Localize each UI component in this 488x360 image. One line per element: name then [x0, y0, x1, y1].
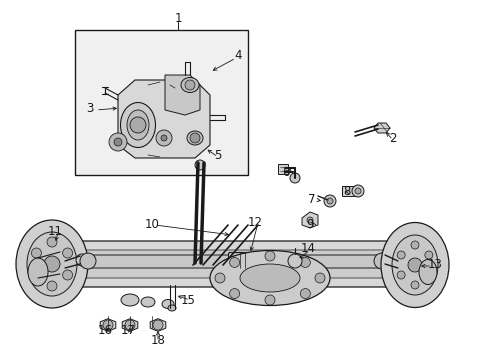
Bar — [341, 186, 357, 196]
Text: 8: 8 — [343, 185, 350, 198]
Circle shape — [264, 251, 274, 261]
Ellipse shape — [391, 235, 437, 295]
Ellipse shape — [168, 305, 176, 311]
FancyBboxPatch shape — [228, 252, 259, 269]
Ellipse shape — [240, 264, 299, 292]
Circle shape — [324, 195, 335, 207]
Circle shape — [410, 241, 418, 249]
Bar — [75, 30, 247, 175]
Circle shape — [300, 257, 310, 267]
Ellipse shape — [27, 232, 77, 296]
Circle shape — [287, 254, 302, 268]
Ellipse shape — [127, 110, 149, 140]
Ellipse shape — [28, 258, 48, 286]
Circle shape — [184, 80, 195, 90]
Circle shape — [80, 253, 96, 269]
Text: 5: 5 — [214, 149, 221, 162]
Circle shape — [396, 251, 405, 259]
Polygon shape — [373, 123, 389, 133]
Circle shape — [44, 256, 60, 272]
Circle shape — [31, 248, 41, 258]
Circle shape — [264, 295, 274, 305]
Ellipse shape — [162, 300, 174, 309]
Circle shape — [289, 173, 299, 183]
Circle shape — [109, 133, 127, 151]
Ellipse shape — [141, 297, 155, 307]
Circle shape — [195, 160, 204, 170]
Text: 1: 1 — [174, 12, 182, 24]
Circle shape — [153, 320, 163, 330]
Polygon shape — [302, 212, 317, 228]
Circle shape — [424, 271, 432, 279]
Circle shape — [114, 138, 122, 146]
Circle shape — [62, 270, 72, 280]
Text: 6: 6 — [282, 166, 289, 179]
Text: 9: 9 — [305, 217, 313, 230]
Circle shape — [76, 254, 88, 266]
Bar — [278, 164, 287, 174]
Circle shape — [190, 133, 200, 143]
Polygon shape — [118, 80, 209, 158]
Text: 10: 10 — [144, 217, 159, 230]
Ellipse shape — [181, 77, 199, 93]
Text: 12: 12 — [247, 216, 262, 229]
FancyBboxPatch shape — [83, 255, 386, 268]
Text: 16: 16 — [97, 324, 112, 337]
FancyBboxPatch shape — [31, 241, 428, 287]
Circle shape — [130, 117, 146, 133]
Circle shape — [354, 188, 360, 194]
Text: 18: 18 — [150, 333, 165, 346]
Circle shape — [351, 185, 363, 197]
Ellipse shape — [16, 220, 88, 308]
Circle shape — [300, 289, 310, 298]
Ellipse shape — [380, 222, 448, 307]
Ellipse shape — [186, 131, 203, 145]
Text: 2: 2 — [388, 131, 396, 144]
Text: 3: 3 — [86, 102, 94, 114]
Circle shape — [62, 248, 72, 258]
Text: 14: 14 — [300, 242, 315, 255]
Circle shape — [31, 270, 41, 280]
Text: 11: 11 — [47, 225, 62, 238]
Circle shape — [410, 281, 418, 289]
Polygon shape — [122, 319, 138, 331]
Circle shape — [306, 217, 312, 223]
Text: 7: 7 — [307, 193, 315, 206]
Text: 15: 15 — [180, 293, 195, 306]
Circle shape — [125, 320, 135, 330]
Circle shape — [424, 251, 432, 259]
Circle shape — [396, 271, 405, 279]
Circle shape — [229, 257, 239, 267]
Circle shape — [373, 253, 389, 269]
Polygon shape — [150, 319, 165, 331]
Circle shape — [47, 281, 57, 291]
Ellipse shape — [120, 103, 155, 148]
Text: 4: 4 — [234, 49, 241, 62]
Ellipse shape — [121, 294, 139, 306]
Text: 17: 17 — [120, 324, 135, 337]
Circle shape — [156, 130, 172, 146]
Polygon shape — [164, 75, 200, 115]
Circle shape — [47, 237, 57, 247]
Circle shape — [314, 273, 325, 283]
Circle shape — [229, 289, 239, 298]
Circle shape — [103, 320, 113, 330]
Polygon shape — [100, 319, 116, 331]
Circle shape — [407, 258, 421, 272]
FancyBboxPatch shape — [68, 250, 386, 278]
Text: 13: 13 — [427, 258, 442, 271]
Circle shape — [215, 273, 224, 283]
Circle shape — [161, 135, 167, 141]
Circle shape — [192, 255, 203, 267]
Circle shape — [326, 198, 332, 204]
Ellipse shape — [418, 260, 436, 284]
Ellipse shape — [209, 251, 329, 306]
